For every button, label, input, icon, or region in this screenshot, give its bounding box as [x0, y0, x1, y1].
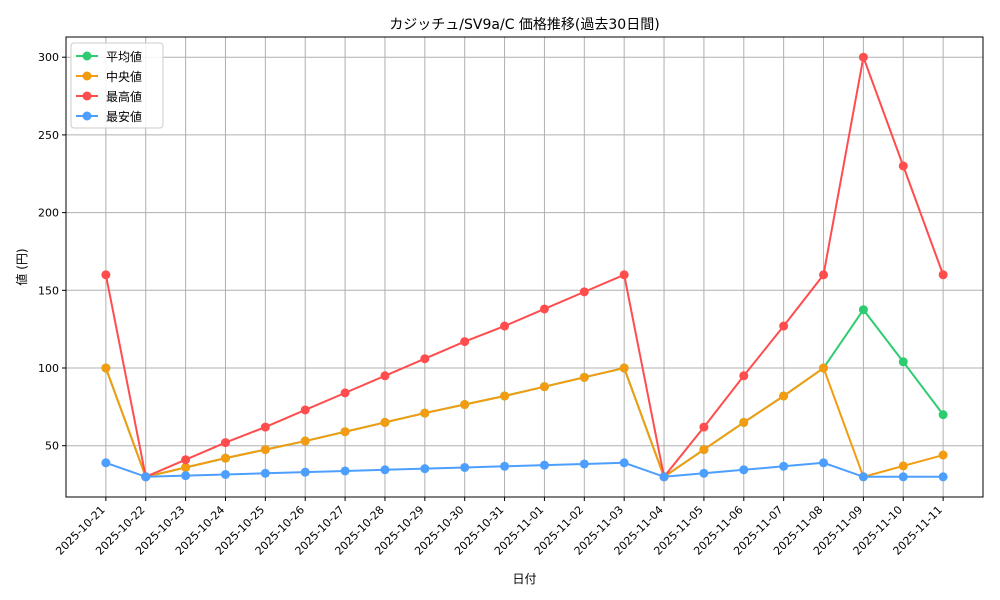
data-point [380, 465, 390, 475]
series-line-3 [105, 461, 944, 478]
series-line-2 [104, 53, 945, 480]
data-point [500, 391, 510, 401]
data-point [898, 161, 908, 171]
y-tick-label: 200 [38, 207, 59, 220]
data-point [300, 405, 310, 415]
data-point [858, 305, 868, 315]
series-line-1 [104, 366, 944, 479]
data-point [101, 458, 111, 468]
data-point [340, 388, 350, 398]
data-point [260, 422, 270, 432]
data-point [300, 436, 310, 446]
data-point [619, 458, 629, 468]
data-point [779, 321, 789, 331]
data-point [898, 472, 908, 482]
y-axis-label: 値 (円) [14, 248, 29, 285]
data-point [938, 450, 948, 460]
data-point [819, 270, 829, 280]
series-line-0 [104, 308, 944, 479]
data-point [659, 472, 669, 482]
y-tick-label: 100 [38, 362, 59, 375]
data-point [101, 270, 111, 280]
data-point [938, 410, 948, 420]
data-point [779, 461, 789, 471]
chart-title: カジッチュ/SV9a/C 価格推移(過去30日間) [389, 17, 659, 33]
legend [70, 42, 164, 129]
data-point [539, 460, 549, 470]
data-point [619, 270, 629, 280]
y-tick-label: 250 [38, 129, 59, 142]
legend-marker [82, 71, 92, 81]
y-tick-label: 50 [45, 440, 59, 453]
data-point [779, 391, 789, 401]
data-point [260, 468, 270, 478]
data-point [579, 459, 589, 469]
y-tick-label: 300 [38, 51, 59, 64]
data-point [181, 455, 191, 465]
data-point [380, 417, 390, 427]
data-point [260, 445, 270, 455]
data-point [141, 472, 151, 482]
data-point [898, 357, 908, 367]
data-point [539, 304, 549, 314]
data-point [300, 467, 310, 477]
legend-marker [82, 111, 92, 121]
data-point [619, 363, 629, 373]
x-axis-label: 日付 [512, 572, 536, 586]
data-point [420, 408, 430, 418]
data-point [699, 468, 709, 478]
data-point [380, 371, 390, 381]
data-point [858, 472, 868, 482]
legend-label: 中央値 [106, 69, 142, 84]
data-point [539, 382, 549, 392]
legend-label: 最高値 [106, 89, 142, 104]
y-tick-label: 150 [38, 284, 59, 297]
data-point [579, 372, 589, 382]
data-point [819, 458, 829, 468]
data-point [460, 400, 470, 410]
data-point [739, 417, 749, 427]
data-point [181, 462, 191, 472]
data-point [739, 465, 749, 475]
legend-marker [82, 91, 92, 101]
data-point [500, 321, 510, 331]
data-point [420, 354, 430, 364]
data-point [699, 422, 709, 432]
data-point [460, 337, 470, 347]
data-point [739, 371, 749, 381]
data-point [819, 363, 829, 373]
data-point [699, 445, 709, 455]
data-point [101, 363, 111, 373]
data-point [938, 270, 948, 280]
legend-marker [82, 51, 92, 61]
data-point [181, 471, 191, 481]
data-point [340, 427, 350, 437]
data-point [460, 462, 470, 472]
data-point [579, 287, 589, 297]
legend-label: 平均値 [106, 49, 142, 64]
data-point [340, 466, 350, 476]
legend-label: 最安値 [106, 109, 142, 124]
plot-frame [65, 36, 984, 498]
data-point [420, 464, 430, 474]
data-point [938, 472, 948, 482]
data-point [220, 438, 230, 448]
data-point [858, 52, 868, 62]
data-point [500, 461, 510, 471]
data-point [898, 461, 908, 471]
data-point [220, 453, 230, 463]
data-point [220, 469, 230, 479]
